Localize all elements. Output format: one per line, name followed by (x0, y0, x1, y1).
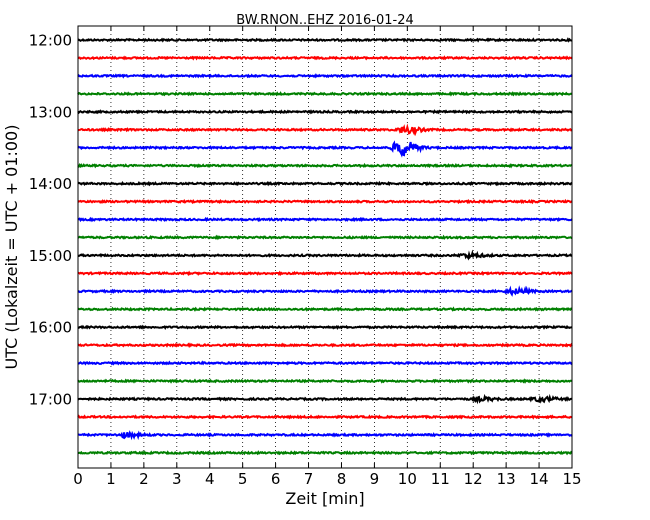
x-tick-label: 5 (238, 470, 248, 488)
plot-frame (77, 25, 573, 469)
seismogram-traces (77, 37, 573, 456)
trace-1415 (77, 198, 573, 205)
trace-1515 (77, 270, 573, 277)
y-tick-label: 17:00 (29, 391, 72, 409)
trace-1315 (77, 123, 573, 137)
trace-1230 (77, 73, 573, 79)
y-tick-label: 14:00 (29, 175, 72, 193)
chart-title: BW.RNON..EHZ 2016-01-24 (236, 13, 414, 28)
trace-1630 (77, 360, 573, 366)
x-tick-label: 9 (370, 470, 380, 488)
x-tick-label: 11 (431, 470, 450, 488)
y-tick-label: 15:00 (29, 247, 72, 265)
trace-1430 (77, 216, 573, 223)
x-tick-label: 14 (530, 470, 549, 488)
trace-1745 (77, 450, 573, 456)
trace-1600 (77, 324, 573, 330)
trace-1400 (77, 180, 573, 187)
x-tick-label: 13 (497, 470, 516, 488)
y-axis-label: UTC (Lokalzeit = UTC + 01:00) (2, 125, 21, 370)
x-tick-label: 0 (73, 470, 83, 488)
trace-1730 (77, 430, 573, 441)
x-tick-label: 3 (172, 470, 182, 488)
trace-1330 (77, 140, 573, 158)
trace-1500 (77, 249, 573, 261)
x-tick-label: 1 (106, 470, 116, 488)
trace-1245 (77, 91, 573, 97)
y-tick-label: 12:00 (29, 32, 72, 50)
y-tick-label: 16:00 (29, 319, 72, 337)
trace-1345 (77, 162, 573, 169)
x-tick-label: 12 (464, 470, 483, 488)
x-tick-label: 6 (271, 470, 281, 488)
trace-1445 (77, 234, 573, 241)
trace-1645 (77, 378, 573, 384)
trace-1545 (77, 306, 573, 312)
x-tick-label: 2 (139, 470, 149, 488)
grid-lines (110, 26, 540, 468)
x-tick-label: 4 (205, 470, 215, 488)
trace-1530 (77, 285, 573, 297)
x-tick-label: 7 (304, 470, 314, 488)
x-tick-label: 15 (562, 470, 581, 488)
trace-1700 (77, 393, 573, 405)
x-tick-label: 10 (398, 470, 417, 488)
trace-1200 (77, 37, 573, 43)
trace-1300 (77, 109, 573, 115)
trace-1615 (77, 342, 573, 349)
x-tick-label: 8 (337, 470, 347, 488)
x-axis-label: Zeit [min] (285, 489, 364, 508)
y-axis: 12:00 13:00 14:00 15:00 16:00 17:00 (29, 32, 572, 409)
trace-1715 (77, 414, 573, 420)
y-tick-label: 13:00 (29, 103, 72, 121)
trace-1215 (77, 55, 573, 61)
x-axis: 0 1 2 3 4 5 6 7 8 9 10 11 12 13 14 15 (73, 26, 582, 488)
plot-area (78, 26, 572, 468)
